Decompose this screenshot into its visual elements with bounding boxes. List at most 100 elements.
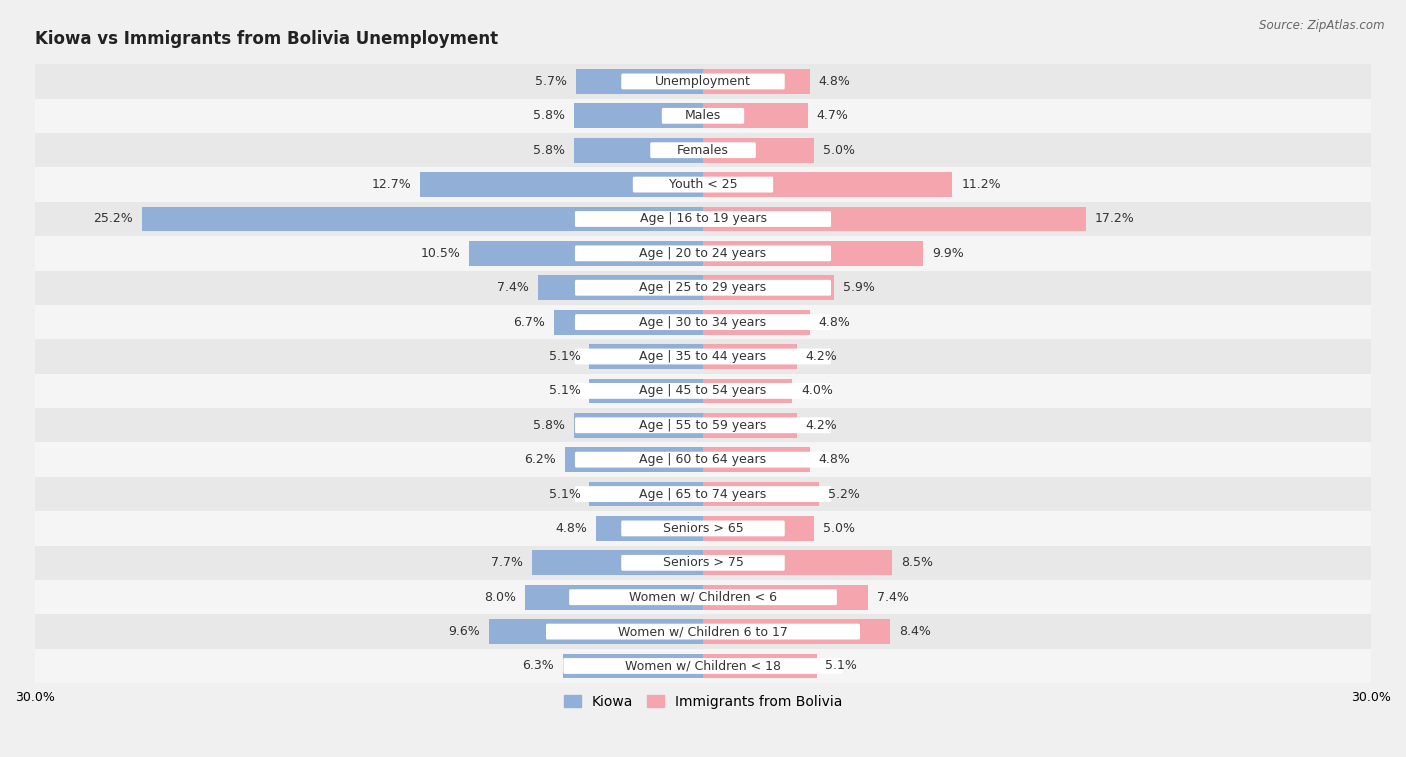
Text: 5.0%: 5.0% [824,522,855,535]
Bar [35,580,1371,615]
Bar [703,378,792,403]
Text: 17.2%: 17.2% [1095,213,1135,226]
Text: 4.2%: 4.2% [806,419,837,431]
Text: 5.8%: 5.8% [533,419,565,431]
Bar [589,481,703,506]
Bar [35,615,1371,649]
FancyBboxPatch shape [621,521,785,537]
Text: Age | 20 to 24 years: Age | 20 to 24 years [640,247,766,260]
Bar [703,447,810,472]
Bar [35,443,1371,477]
FancyBboxPatch shape [569,589,837,605]
Bar [589,378,703,403]
FancyBboxPatch shape [621,555,785,571]
Text: Seniors > 65: Seniors > 65 [662,522,744,535]
Bar [35,133,1371,167]
Bar [703,241,924,266]
Bar [524,585,703,609]
Text: 5.2%: 5.2% [828,488,859,500]
FancyBboxPatch shape [575,314,831,330]
Text: Males: Males [685,109,721,123]
Text: 6.2%: 6.2% [524,453,555,466]
Text: Women w/ Children 6 to 17: Women w/ Children 6 to 17 [619,625,787,638]
Bar [35,167,1371,202]
Bar [574,413,703,438]
FancyBboxPatch shape [575,349,831,364]
Text: Females: Females [678,144,728,157]
Bar [703,619,890,644]
Bar [703,653,817,678]
Text: 5.7%: 5.7% [536,75,567,88]
Text: Age | 60 to 64 years: Age | 60 to 64 years [640,453,766,466]
Text: Age | 65 to 74 years: Age | 65 to 74 years [640,488,766,500]
Bar [35,477,1371,511]
Text: 5.1%: 5.1% [548,385,581,397]
Text: 4.8%: 4.8% [818,453,851,466]
Bar [703,310,810,335]
Bar [703,481,818,506]
Bar [35,98,1371,133]
Bar [35,270,1371,305]
FancyBboxPatch shape [575,383,831,399]
Text: 8.5%: 8.5% [901,556,934,569]
Text: 10.5%: 10.5% [420,247,460,260]
Bar [531,550,703,575]
Bar [576,69,703,94]
Text: 7.4%: 7.4% [498,282,529,294]
Bar [35,236,1371,270]
Bar [142,207,703,232]
Bar [703,172,952,197]
Text: 5.9%: 5.9% [844,282,875,294]
Text: 7.7%: 7.7% [491,556,523,569]
Bar [35,202,1371,236]
Bar [703,276,834,300]
Bar [703,516,814,540]
Text: 4.8%: 4.8% [818,316,851,329]
FancyBboxPatch shape [575,245,831,261]
Text: 8.0%: 8.0% [484,590,516,603]
Text: 6.3%: 6.3% [522,659,554,672]
Bar [538,276,703,300]
Text: Age | 30 to 34 years: Age | 30 to 34 years [640,316,766,329]
Text: 5.1%: 5.1% [548,350,581,363]
FancyBboxPatch shape [575,486,831,502]
Bar [470,241,703,266]
Text: 9.6%: 9.6% [449,625,481,638]
Text: 5.0%: 5.0% [824,144,855,157]
Text: 5.1%: 5.1% [548,488,581,500]
Text: Source: ZipAtlas.com: Source: ZipAtlas.com [1260,19,1385,32]
Bar [703,344,797,369]
FancyBboxPatch shape [662,108,744,123]
FancyBboxPatch shape [575,211,831,227]
Bar [703,104,807,128]
Text: Age | 35 to 44 years: Age | 35 to 44 years [640,350,766,363]
Bar [574,104,703,128]
Text: 4.8%: 4.8% [555,522,588,535]
Bar [703,207,1085,232]
Text: 4.7%: 4.7% [817,109,848,123]
Text: Women w/ Children < 18: Women w/ Children < 18 [626,659,780,672]
Text: 11.2%: 11.2% [962,178,1001,191]
Text: 4.0%: 4.0% [801,385,832,397]
Bar [35,64,1371,98]
Bar [35,511,1371,546]
Text: 25.2%: 25.2% [93,213,134,226]
Text: 5.1%: 5.1% [825,659,858,672]
Legend: Kiowa, Immigrants from Bolivia: Kiowa, Immigrants from Bolivia [558,689,848,714]
Text: Seniors > 75: Seniors > 75 [662,556,744,569]
Bar [489,619,703,644]
Bar [35,546,1371,580]
FancyBboxPatch shape [621,73,785,89]
Bar [35,305,1371,339]
Text: Unemployment: Unemployment [655,75,751,88]
Bar [596,516,703,540]
Bar [554,310,703,335]
Text: 5.8%: 5.8% [533,109,565,123]
Bar [703,138,814,163]
Bar [703,550,893,575]
Bar [574,138,703,163]
Text: 4.2%: 4.2% [806,350,837,363]
FancyBboxPatch shape [633,176,773,192]
FancyBboxPatch shape [650,142,756,158]
FancyBboxPatch shape [546,624,860,640]
